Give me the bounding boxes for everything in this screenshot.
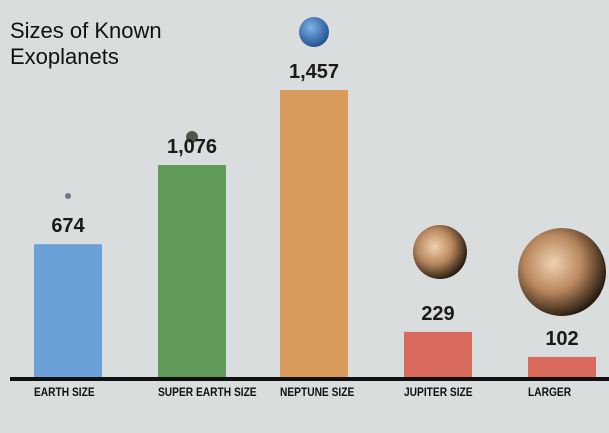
value-label: 1,076 bbox=[167, 136, 217, 158]
planet-icon bbox=[186, 131, 198, 143]
value-label: 1,457 bbox=[289, 61, 339, 83]
value-label: 674 bbox=[51, 215, 85, 237]
planet-icon bbox=[413, 225, 467, 279]
bar bbox=[404, 331, 472, 377]
bar bbox=[280, 90, 348, 377]
x-tick-label: NEPTUNE SIZE bbox=[280, 385, 355, 399]
x-tick-label: LARGER bbox=[528, 385, 572, 399]
bar bbox=[34, 244, 102, 377]
value-label: 229 bbox=[421, 303, 454, 325]
bar bbox=[158, 165, 226, 377]
planet-icon bbox=[299, 17, 329, 47]
chart-title: Sizes of Known Exoplanets bbox=[10, 18, 162, 69]
value-label: 102 bbox=[545, 328, 578, 350]
x-tick-label: EARTH SIZE bbox=[34, 385, 95, 399]
planet-icon bbox=[65, 193, 71, 199]
x-tick-label: JUPITER SIZE bbox=[404, 385, 473, 399]
planet-icon bbox=[518, 228, 606, 316]
bar bbox=[528, 356, 596, 377]
x-tick-label: SUPER EARTH SIZE bbox=[158, 385, 257, 399]
